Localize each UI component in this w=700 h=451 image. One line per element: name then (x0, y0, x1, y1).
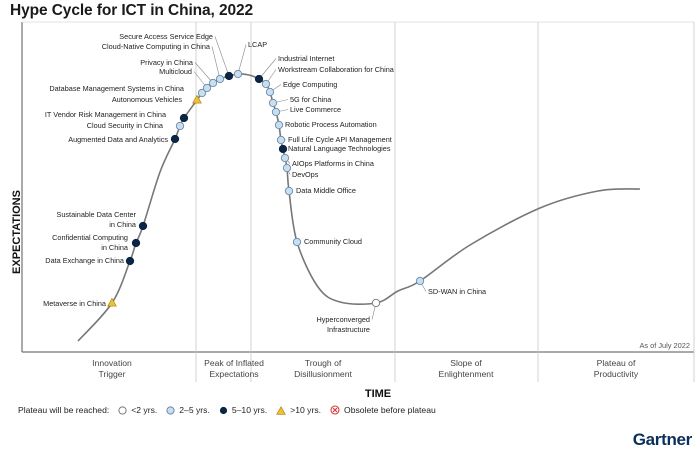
label-edge-computing: Edge Computing (283, 80, 337, 89)
marker-database-management-systems-in-china (197, 88, 207, 98)
marker-robotic-process-automation (274, 120, 284, 130)
label-industrial-internet: Industrial Internet (278, 54, 334, 63)
phase-label-3: Trough of Disillusionment (294, 358, 352, 379)
y-axis-label: EXPECTATIONS (11, 190, 23, 274)
marker-sustainable-data-center-in-china (138, 221, 148, 231)
x-axis-label: TIME (365, 388, 391, 400)
legend-item-obsolete: Obsolete before plateau (330, 405, 436, 415)
label-data-middle-office: Data Middle Office (296, 186, 356, 195)
leader-industrial-internet (258, 58, 277, 80)
marker-data-middle-office (284, 186, 294, 196)
marker-natural-language-technologies (278, 144, 288, 154)
legend-text-obsolete: Obsolete before plateau (344, 405, 436, 415)
label-workstream-collaboration-for-china: Workstream Collaboration for China (278, 65, 395, 74)
legend-item-2to5: 2–5 yrs. (166, 405, 210, 415)
as-of-note: As of July 2022 (639, 341, 690, 350)
legend-marker-5to10 (219, 406, 227, 414)
marker-sd-wan-in-china (415, 276, 425, 286)
label-community-cloud: Community Cloud (304, 237, 362, 246)
label-aiops-platforms-in-china: AIOps Platforms in China (292, 159, 375, 168)
label-database-management-systems-in-china: Database Management Systems in China (49, 84, 185, 93)
marker-it-vendor-risk-management-in-china (179, 113, 189, 123)
marker-community-cloud (292, 237, 302, 247)
label-live-commerce: Live Commerce (290, 105, 341, 114)
legend-marker-gt10 (276, 405, 287, 415)
chart-title: Hype Cycle for ICT in China, 2022 (10, 2, 254, 19)
marker-cloud-native-computing-in-china (215, 74, 225, 84)
marker-multicloud (202, 83, 212, 93)
label-natural-language-technologies: Natural Language Technologies (288, 144, 391, 153)
marker-edge-computing (265, 87, 275, 97)
marker-devops (282, 163, 292, 173)
label-cloud-security-in-china: Cloud Security in China (87, 121, 164, 130)
legend-marker-lt2 (118, 405, 127, 415)
phase-label-1: Innovation Trigger (92, 358, 132, 379)
marker-privacy-in-china (208, 78, 218, 88)
label-full-life-cycle-api-management: Full Life Cycle API Management (288, 135, 392, 144)
legend-text-lt2: <2 yrs. (131, 405, 158, 415)
label-augmented-data-and-analytics: Augmented Data and Analytics (68, 135, 168, 144)
marker-aiops-platforms-in-china (280, 153, 290, 163)
label-cloud-native-computing-in-china: Cloud-Native Computing in China (102, 42, 211, 51)
label-sustainable-data-center-in-china: Sustainable Data Center in China (56, 210, 136, 229)
marker-data-exchange-in-china (125, 256, 135, 266)
label-confidential-computing-in-china: Confidential Computing in China (52, 233, 129, 252)
label-privacy-in-china: Privacy in China (140, 58, 194, 67)
phase-label-4: Slope of Enlightenment (439, 358, 495, 379)
label-sd-wan-in-china: SD-WAN in China (428, 287, 487, 296)
marker-5g-for-china (268, 98, 278, 108)
legend-text-2to5: 2–5 yrs. (179, 405, 210, 415)
marker-lcap (233, 69, 243, 79)
marker-secure-access-service-edge (224, 71, 234, 81)
legend-text-gt10: >10 yrs. (290, 405, 322, 415)
label-it-vendor-risk-management-in-china: IT Vendor Risk Management in China (45, 110, 167, 119)
marker-metaverse-in-china (107, 297, 117, 307)
marker-autonomous-vehicles (192, 94, 202, 104)
leader-lcap (237, 44, 247, 75)
label-lcap: LCAP (248, 40, 267, 49)
chart-frame (21, 21, 695, 382)
legend-label: Plateau will be reached: (18, 405, 110, 415)
phase-labels: Innovation Trigger Peak of Inflated Expecta… (92, 358, 639, 379)
leader-cloud-native-computing-in-china (211, 46, 221, 80)
label-data-exchange-in-china: Data Exchange in China (45, 256, 125, 265)
legend-item-lt2: <2 yrs. (118, 405, 157, 415)
phase-label-2: Peak of Inflated Expectations (204, 358, 264, 379)
marker-industrial-internet (254, 74, 264, 84)
legend-marker-obsolete (330, 405, 340, 415)
phase-label-5: Plateau of Productivity (594, 358, 639, 379)
legend: Plateau will be reached: <2 yrs. 2–5 yrs… (18, 405, 436, 415)
legend-item-5to10: 5–10 yrs. (219, 405, 267, 415)
label-robotic-process-automation: Robotic Process Automation (285, 120, 377, 129)
legend-item-gt10: >10 yrs. (276, 405, 321, 415)
label-autonomous-vehicles: Autonomous Vehicles (112, 95, 183, 104)
technology-markers (107, 69, 425, 308)
gartner-logo: Gartner (632, 430, 693, 449)
label-devops: DevOps (292, 170, 319, 179)
marker-full-life-cycle-api-management (276, 135, 286, 145)
marker-live-commerce (271, 107, 281, 117)
marker-augmented-data-and-analytics (170, 134, 180, 144)
label-hyperconverged-infrastructure: Hyperconverged Infrastructure (316, 315, 370, 334)
technology-labels: Metaverse in China Data Exchange in China… (43, 32, 487, 334)
label-5g-for-china: 5G for China (290, 95, 332, 104)
marker-cloud-security-in-china (175, 121, 185, 131)
leader-secure-access-service-edge (214, 36, 230, 77)
legend-text-5to10: 5–10 yrs. (231, 405, 268, 415)
leader-privacy-in-china (194, 62, 214, 84)
marker-hyperconverged-infrastructure (371, 298, 381, 308)
marker-workstream-collaboration-for-china (261, 79, 271, 89)
marker-confidential-computing-in-china (131, 238, 141, 248)
legend-marker-2to5 (166, 405, 175, 415)
label-secure-access-service-edge: Secure Access Service Edge (119, 32, 213, 41)
label-metaverse-in-china: Metaverse in China (43, 299, 107, 308)
label-multicloud: Multicloud (159, 67, 192, 76)
